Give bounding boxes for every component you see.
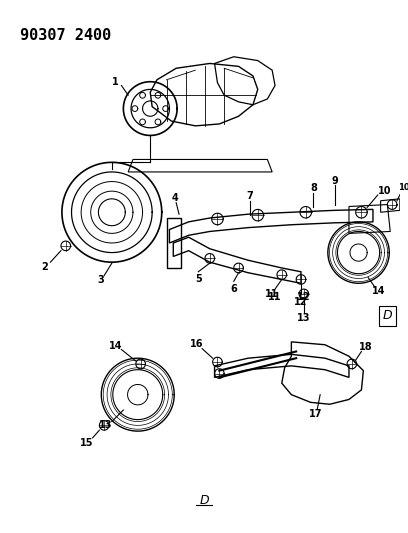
Text: 18: 18 — [359, 342, 372, 352]
Text: 9: 9 — [331, 175, 338, 185]
Text: 10: 10 — [398, 183, 408, 192]
Text: 1: 1 — [112, 77, 119, 87]
Text: 14: 14 — [109, 341, 122, 351]
Text: 90307 2400: 90307 2400 — [20, 28, 111, 43]
Text: 12: 12 — [294, 296, 308, 306]
Text: D: D — [199, 494, 209, 507]
Text: 4: 4 — [172, 193, 179, 203]
Text: 11: 11 — [266, 289, 279, 299]
Text: 2: 2 — [41, 262, 48, 272]
Text: D: D — [383, 310, 392, 322]
Text: 5: 5 — [195, 274, 202, 285]
Text: 14: 14 — [372, 286, 386, 296]
Text: 10: 10 — [378, 186, 391, 196]
Text: 16: 16 — [190, 339, 203, 349]
Text: 13: 13 — [297, 313, 310, 323]
Text: 17: 17 — [308, 409, 322, 419]
Text: 12: 12 — [297, 292, 310, 302]
Text: 11: 11 — [268, 292, 282, 302]
Text: 8: 8 — [310, 183, 317, 193]
Text: 13: 13 — [99, 421, 113, 430]
Text: 3: 3 — [97, 276, 104, 285]
Text: 7: 7 — [247, 191, 253, 201]
Text: 6: 6 — [231, 284, 237, 294]
Text: 15: 15 — [80, 438, 93, 448]
